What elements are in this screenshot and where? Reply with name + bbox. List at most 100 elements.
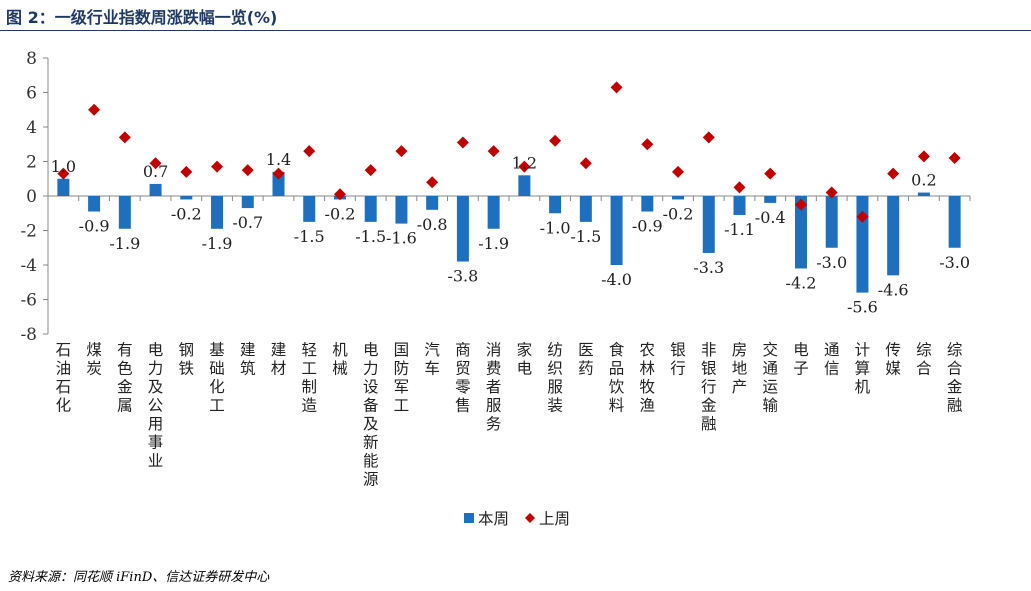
category-label: 电力设备及新能源 <box>363 341 379 489</box>
last-week-marker <box>456 136 469 149</box>
bar <box>641 196 654 212</box>
category-label: 房地产 <box>732 341 748 396</box>
bar <box>764 196 777 203</box>
bar <box>794 196 807 269</box>
bar <box>887 196 900 276</box>
bar <box>118 196 131 229</box>
bar-value-label: -3.0 <box>939 253 970 272</box>
bar-value-label: -1.0 <box>540 218 571 237</box>
category-label: 计算机 <box>855 341 871 396</box>
bar <box>395 196 408 224</box>
last-week-marker <box>241 164 254 177</box>
last-week-marker <box>948 152 961 165</box>
category-label: 商贸零售 <box>455 341 471 415</box>
bar <box>518 175 531 196</box>
last-week-marker <box>917 150 930 163</box>
last-week-marker <box>364 164 377 177</box>
category-label: 基础化工 <box>209 341 225 415</box>
category-labels: 石油石化煤炭有色金属电力及公用事业钢铁基础化工建筑建材轻工制造机械电力设备及新能… <box>56 341 963 489</box>
last-week-marker <box>641 138 654 151</box>
bar <box>364 196 377 222</box>
bar-value-label: 1.2 <box>512 153 537 172</box>
y-tick-label: -4 <box>20 256 37 276</box>
category-label: 钢铁 <box>179 341 195 378</box>
category-label: 煤炭 <box>86 341 102 378</box>
marker-series <box>57 81 961 223</box>
last-week-marker <box>395 145 408 158</box>
bar-value-label: 1.0 <box>51 157 76 176</box>
last-week-marker <box>856 210 869 223</box>
legend: 本周 上周 <box>464 510 570 528</box>
bar <box>856 196 869 293</box>
last-week-marker <box>211 160 224 173</box>
category-label: 电力及公用事业 <box>148 341 164 470</box>
category-label: 轻工制造 <box>301 341 317 415</box>
bar <box>456 196 469 262</box>
bar <box>426 196 439 210</box>
bar-value-label: -3.3 <box>693 258 724 277</box>
bar <box>610 196 623 265</box>
bar <box>241 196 254 209</box>
category-label: 交通运输 <box>762 341 778 415</box>
category-label: 食品饮料 <box>609 341 625 415</box>
category-label: 银行 <box>670 341 686 378</box>
bar-value-label: -4.0 <box>601 270 632 289</box>
bar <box>272 171 285 196</box>
bar-value-label: -1.5 <box>570 227 601 246</box>
bar-value-label: 0.7 <box>143 162 168 181</box>
bar-value-label: 0.2 <box>911 171 936 190</box>
last-week-marker <box>518 160 531 173</box>
last-week-marker <box>702 131 715 144</box>
y-tick-label: -2 <box>20 222 37 242</box>
category-label: 农林牧渔 <box>640 341 656 415</box>
bar <box>211 196 224 229</box>
last-week-marker <box>57 167 70 180</box>
bar-value-label: -1.5 <box>355 227 386 246</box>
bar-value-label: -0.2 <box>325 204 356 223</box>
legend-bar-label: 本周 <box>478 510 509 528</box>
last-week-marker <box>118 131 131 144</box>
bar <box>825 196 838 248</box>
category-label: 国防军工 <box>394 341 410 415</box>
bar-series <box>57 171 961 293</box>
figure-title: 图 2：一级行业指数周涨跌幅一览(%) <box>6 8 278 27</box>
bar <box>180 196 193 200</box>
data-labels: 1.0-0.9-1.90.7-0.2-1.9-0.71.4-1.5-0.2-1.… <box>51 150 970 317</box>
bar-value-label: -0.4 <box>755 208 786 227</box>
category-label: 建筑 <box>240 341 256 378</box>
last-week-marker <box>672 165 685 178</box>
bar <box>57 178 70 196</box>
bar <box>149 183 162 196</box>
category-label: 消费者服务 <box>486 341 502 433</box>
bar-value-label: -0.9 <box>632 217 663 236</box>
legend-marker-label: 上周 <box>539 510 570 528</box>
y-tick-label: 2 <box>26 153 37 173</box>
bar-value-label: -0.8 <box>417 215 448 234</box>
chart-axes: 8 6 4 2 0 -2 -4 -6 -8 <box>20 49 971 345</box>
y-tick-label: 6 <box>26 84 37 104</box>
last-week-marker <box>887 167 900 180</box>
category-label: 综合 <box>916 341 932 378</box>
bar-value-label: -0.2 <box>663 204 694 223</box>
bar-value-label: -1.6 <box>386 229 417 248</box>
last-week-marker <box>88 103 101 116</box>
last-week-marker <box>549 134 562 147</box>
category-label: 机械 <box>332 341 348 378</box>
last-week-marker <box>180 165 193 178</box>
y-tick-label: -6 <box>20 291 37 311</box>
category-label: 传媒 <box>885 341 901 378</box>
bar <box>549 196 562 214</box>
legend-marker-swatch <box>525 513 535 523</box>
last-week-marker <box>733 181 746 194</box>
category-label: 通信 <box>824 341 840 378</box>
category-label: 非银行金融 <box>701 341 717 433</box>
bar <box>672 196 685 200</box>
last-week-marker <box>149 157 162 170</box>
last-week-marker <box>794 198 807 211</box>
bar-value-label: -3.8 <box>447 267 478 286</box>
bar-value-label: -0.7 <box>232 213 263 232</box>
bar-value-label: -1.1 <box>724 220 755 239</box>
y-tick-label: -8 <box>20 325 37 345</box>
last-week-marker <box>764 167 777 180</box>
bar-value-label: -4.6 <box>878 280 909 299</box>
